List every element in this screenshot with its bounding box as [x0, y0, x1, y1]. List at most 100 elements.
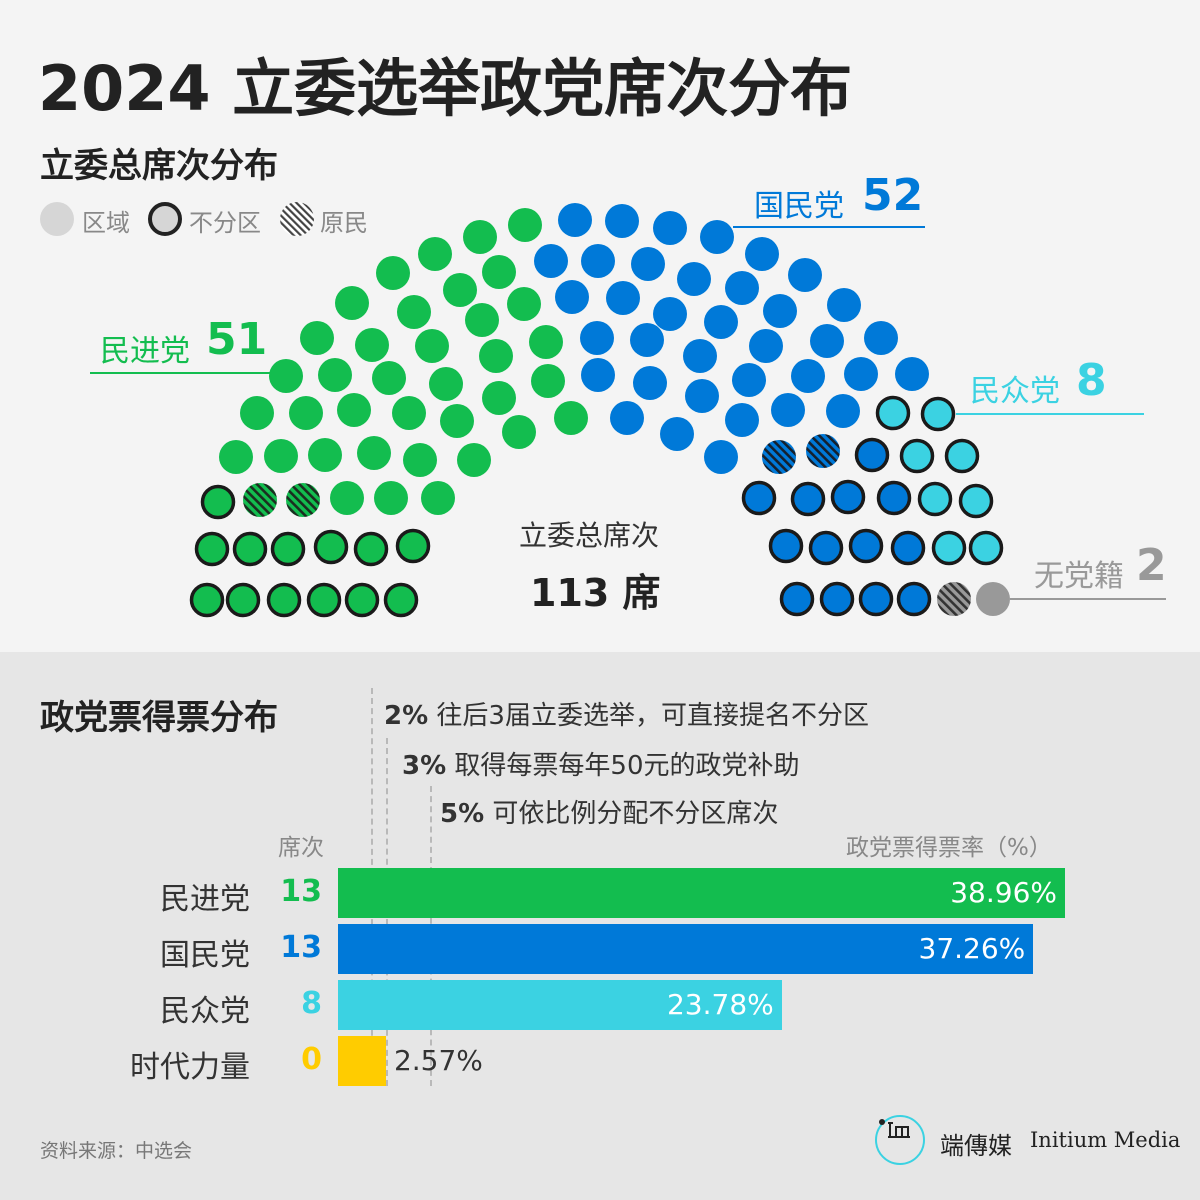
kmt-seat-35: [660, 417, 694, 451]
kmt-seat-43: [876, 480, 912, 516]
bar-value-label-npp: 2.57%: [393, 1044, 483, 1077]
dpp-seat-6: [300, 321, 334, 355]
kmt-seat-36: [704, 440, 738, 474]
kmt-seat-50: [858, 581, 894, 617]
independent-name: 无党籍: [1034, 559, 1124, 594]
dpp-seat-32: [554, 401, 588, 435]
brand-chinese: 端傳媒: [940, 1132, 1012, 1160]
dpp-name: 民进党: [100, 334, 190, 369]
dpp-seat-15: [289, 396, 323, 430]
kmt-seat-1: [558, 203, 592, 237]
dpp-seat-40: [270, 531, 306, 567]
bar-dpp: [338, 868, 1065, 918]
kmt-seat-5: [745, 237, 779, 271]
independent-seat-count: 2: [1136, 540, 1167, 591]
dpp-seat-50: [200, 484, 236, 520]
tpp-seat-1: [875, 395, 911, 431]
dpp-seat-38: [194, 531, 230, 567]
brand-english: Initium Media: [1030, 1128, 1181, 1152]
kmt-seat-32: [685, 379, 719, 413]
tpp-callout-line: [956, 413, 1144, 415]
dpp-seat-9: [219, 440, 253, 474]
bar-category-npp: 时代力量: [130, 1050, 250, 1085]
dpp-seat-47: [306, 582, 342, 618]
dpp-seat-5: [335, 286, 369, 320]
bar-seats-kmt: 13: [280, 930, 322, 965]
dpp-seat-20: [372, 361, 406, 395]
kmt-seat-41: [790, 481, 826, 517]
kmt-seat-2: [605, 204, 639, 238]
bar-category-kmt: 国民党: [160, 938, 250, 973]
dpp-seat-count: 51: [206, 314, 268, 365]
seat-section-title: 立委总席次分布: [40, 146, 278, 186]
dpp-seat-46: [266, 582, 302, 618]
dpp-seat-21: [337, 393, 371, 427]
dpp-seat-29: [482, 381, 516, 415]
threshold-3-text: 取得每票每年50元的政党补助: [454, 751, 800, 781]
threshold-3-pct: 3%: [402, 751, 447, 781]
dpp-seat-51: [243, 483, 277, 517]
kmt-seat-25: [580, 321, 614, 355]
tpp-seat-8: [968, 530, 1004, 566]
kmt-seat-4: [700, 220, 734, 254]
tpp-seat-4: [944, 438, 980, 474]
bar-npp: [338, 1036, 386, 1086]
at-large-legend-label: 不分区: [189, 209, 261, 237]
indigenous-legend-label: 原民: [320, 209, 368, 237]
threshold-5-note: 5% 可依比例分配不分区席次: [440, 793, 778, 830]
dpp-seat-37: [421, 481, 455, 515]
bar-value-label-tpp: 23.78%: [666, 988, 774, 1021]
dpp-seat-18: [465, 303, 499, 337]
dpp-seat-14: [318, 358, 352, 392]
kmt-seat-17: [844, 357, 878, 391]
kmt-name: 国民党: [754, 189, 844, 224]
bar-tpp: [338, 980, 782, 1030]
seats-column-label: 席次: [278, 835, 324, 861]
kmt-seat-51: [896, 581, 932, 617]
dpp-seat-45: [225, 582, 261, 618]
dpp-seat-19: [415, 329, 449, 363]
kmt-seat-6: [788, 258, 822, 292]
bar-seats-tpp: 8: [301, 986, 322, 1021]
dpp-seat-10: [482, 255, 516, 289]
vote-rate-axis-label: 政党票得票率（%）: [846, 835, 1052, 861]
kmt-seat-44: [768, 528, 804, 564]
kmt-seat-39: [854, 437, 890, 473]
parliament-seat-chart: [189, 203, 1010, 618]
kmt-seat-12: [631, 247, 665, 281]
kmt-seat-33: [725, 403, 759, 437]
dpp-seat-43: [395, 528, 431, 564]
kmt-seat-21: [704, 305, 738, 339]
kmt-seat-34: [610, 401, 644, 435]
bar-value-label-dpp: 38.96%: [950, 876, 1057, 909]
kmt-seat-47: [890, 530, 926, 566]
dpp-seat-22: [308, 438, 342, 472]
dpp-seat-2: [463, 220, 497, 254]
dpp-seat-23: [529, 325, 563, 359]
threshold-5-pct: 5%: [440, 799, 485, 829]
bar-value-label-kmt: 37.26%: [918, 932, 1026, 965]
initium-logo-icon: [875, 1115, 925, 1165]
dpp-seat-31: [403, 443, 437, 477]
kmt-seat-15: [763, 294, 797, 328]
kmt-seat-9: [895, 357, 929, 391]
dpp-seat-3: [418, 237, 452, 271]
threshold-5-text: 可依比例分配不分区席次: [492, 799, 779, 829]
dpp-seat-28: [531, 364, 565, 398]
dpp-seat-42: [353, 531, 389, 567]
dpp-seat-13: [355, 328, 389, 362]
independent-callout-line: [1010, 598, 1166, 600]
kmt-seat-40: [741, 480, 777, 516]
dpp-seat-33: [502, 415, 536, 449]
tpp-seat-3: [899, 438, 935, 474]
threshold-2-text: 往后3届立委选举，可直接提名不分区: [436, 701, 869, 731]
tpp-seat-count: 8: [1076, 355, 1107, 406]
vote-section-title: 政党票得票分布: [40, 698, 278, 738]
kmt-seat-3: [653, 211, 687, 245]
dpp-seat-35: [330, 481, 364, 515]
ind-seat-2: [976, 582, 1010, 616]
threshold-2-note: 2% 往后3届立委选举，可直接提名不分区: [384, 695, 869, 732]
kmt-seat-31: [633, 366, 667, 400]
dpp-seat-36: [374, 481, 408, 515]
